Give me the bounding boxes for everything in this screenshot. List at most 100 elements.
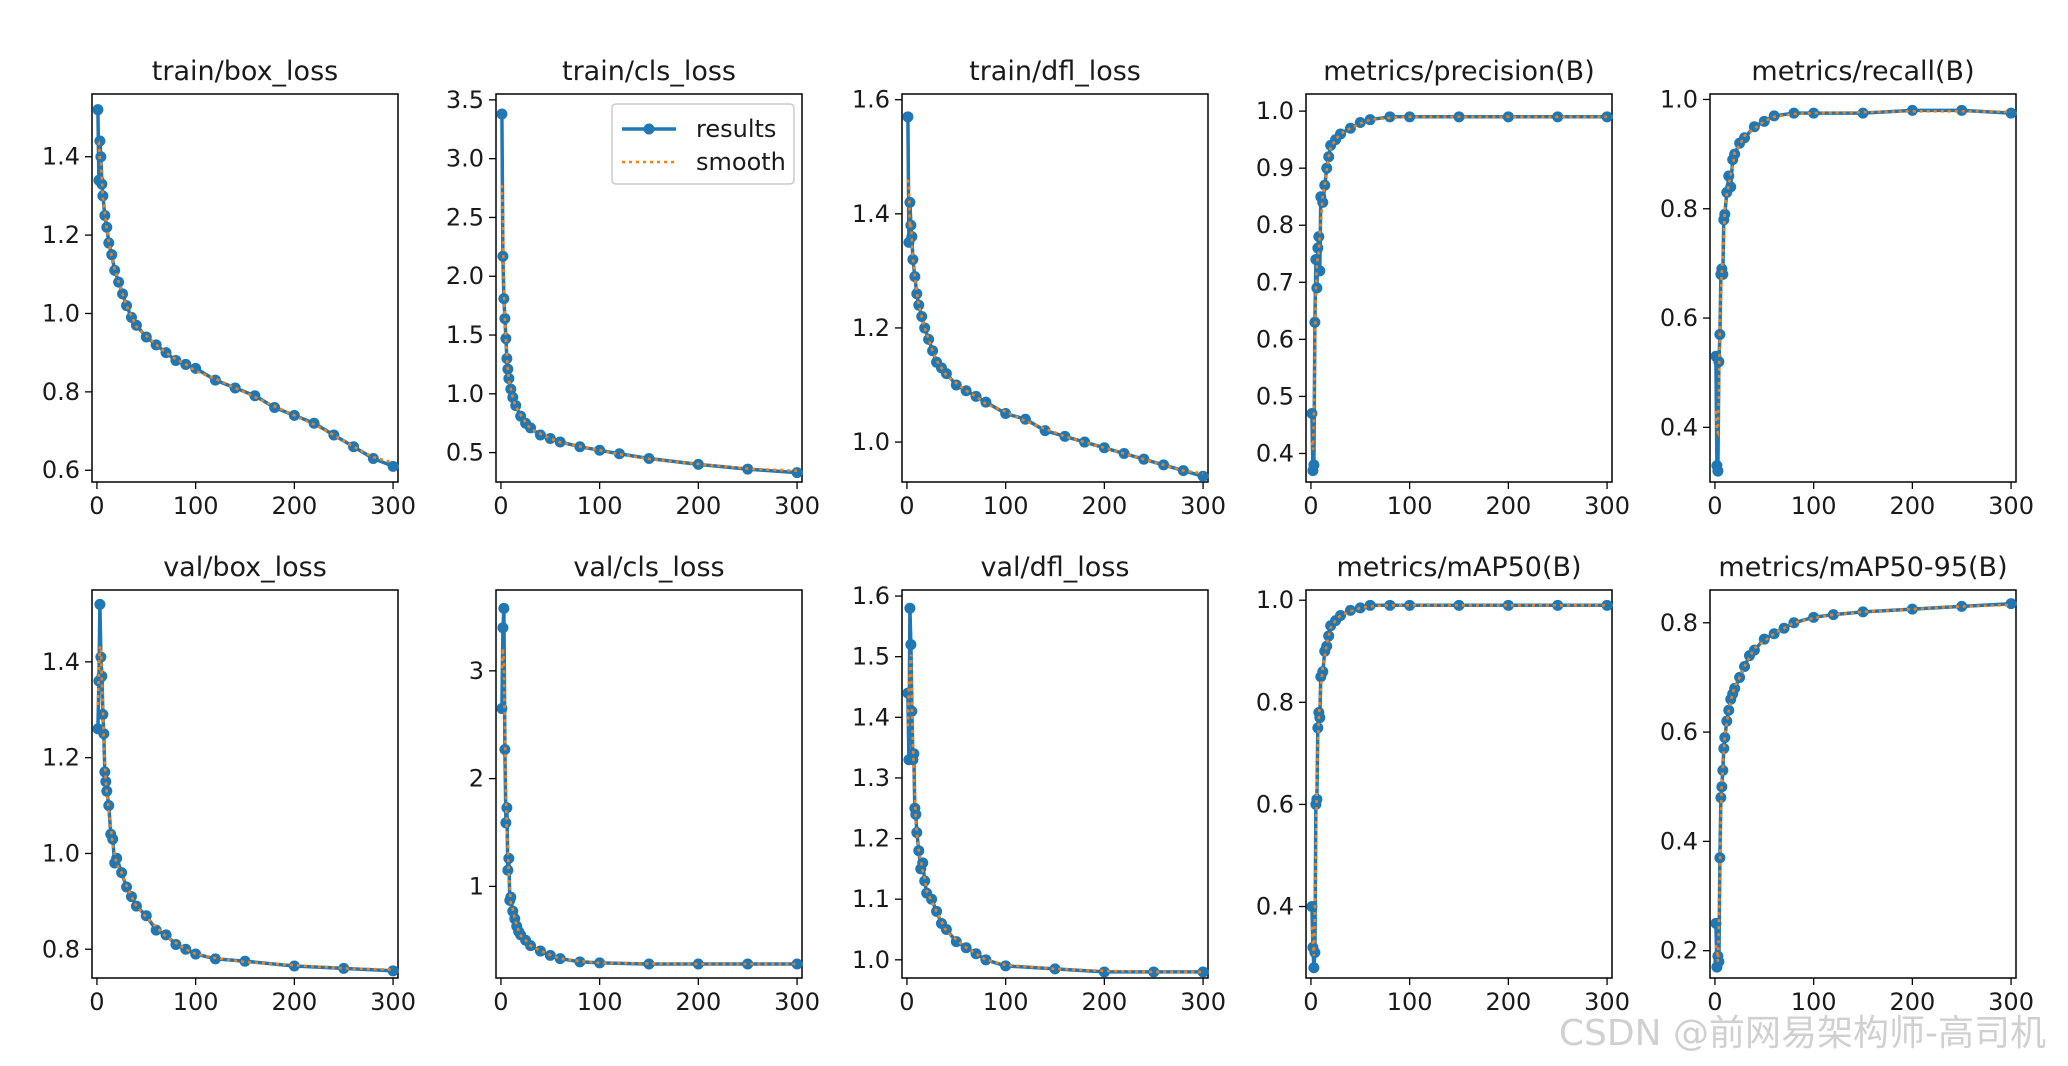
x-tick-label: 100 <box>983 988 1029 1016</box>
results-point <box>510 400 522 412</box>
x-tick-label: 0 <box>1303 988 1318 1016</box>
y-tick-label: 0.6 <box>1256 790 1294 818</box>
results-series-line <box>1714 601 2012 969</box>
subplot-val-box-loss: val/box_loss 0 100 200 300 0.8 1.0 1.2 1.4 <box>42 552 416 1016</box>
results-point <box>1956 104 1968 116</box>
y-tick-label: 3.5 <box>446 86 484 114</box>
results-point <box>500 817 512 829</box>
results-point <box>1906 104 1918 116</box>
results-point <box>613 448 625 460</box>
results-point <box>1059 430 1071 442</box>
results-point <box>239 955 251 967</box>
results-point <box>917 857 929 869</box>
results-point <box>1321 640 1333 652</box>
results-point <box>1857 606 1869 618</box>
y-tick-label: 0.4 <box>1256 439 1294 467</box>
results-point <box>909 271 921 283</box>
results-point <box>2005 107 2017 119</box>
results-point <box>1308 459 1320 471</box>
results-point <box>904 602 916 614</box>
results-point <box>328 429 340 441</box>
axes-frame <box>1305 93 1613 483</box>
results-point <box>387 965 399 977</box>
x-tick-label: 200 <box>1889 988 1935 1016</box>
subplot-train-dfl-loss: train/dfl_loss 0 100 200 300 1.0 1.2 1.4 1.6 <box>852 56 1226 520</box>
plot-title: metrics/recall(B) <box>1751 56 1974 87</box>
results-point <box>1098 442 1110 454</box>
results-point <box>1197 470 1209 482</box>
results-point <box>348 441 360 453</box>
x-tick-label: 200 <box>271 988 317 1016</box>
results-point <box>497 622 509 634</box>
results-point <box>99 209 111 221</box>
x-tick-label: 100 <box>1791 988 1837 1016</box>
results-point <box>92 104 104 116</box>
results-point <box>501 353 513 365</box>
results-point <box>1312 242 1324 254</box>
results-point <box>919 875 931 887</box>
y-tick-label: 1.0 <box>1256 97 1294 125</box>
results-point <box>544 432 556 444</box>
results-series-line <box>1310 603 1608 970</box>
x-tick-label: 300 <box>370 492 416 520</box>
results-point <box>1309 946 1321 958</box>
results-point <box>503 852 515 864</box>
subplot-val-cls-loss: val/cls_loss 0 100 200 300 1 2 3 <box>469 552 820 1016</box>
axes-frame <box>901 93 1209 483</box>
smooth-series-line <box>1310 603 1608 956</box>
x-tick-label: 100 <box>1791 492 1837 520</box>
y-tick-label: 0.4 <box>1660 827 1698 855</box>
plot-title: val/box_loss <box>163 552 327 583</box>
y-tick-label: 1.4 <box>852 200 890 228</box>
axes-frame <box>1709 93 2017 483</box>
x-tick-label: 0 <box>89 492 104 520</box>
results-point <box>1758 115 1770 127</box>
results-point <box>913 299 925 311</box>
y-tick-label: 2.0 <box>446 262 484 290</box>
results-point <box>1906 603 1918 615</box>
results-point <box>1715 792 1727 804</box>
subplot-metrics-recall-b-: metrics/recall(B) 0 100 200 300 0.4 0.6 0.8 1.0 <box>1660 56 2034 520</box>
results-point <box>919 322 931 334</box>
legend-smooth-label: smooth <box>696 148 786 176</box>
x-tick-label: 200 <box>1485 988 1531 1016</box>
y-tick-label: 2 <box>469 765 484 793</box>
results-point <box>1725 181 1737 193</box>
x-tick-label: 300 <box>1180 988 1226 1016</box>
results-point <box>1310 253 1322 265</box>
results-point <box>911 288 923 300</box>
results-series-line <box>1714 108 2012 473</box>
y-tick-label: 1.0 <box>1256 586 1294 614</box>
results-point <box>1601 599 1613 611</box>
results-point <box>1098 966 1110 978</box>
x-tick-label: 0 <box>493 988 508 1016</box>
x-tick-label: 0 <box>1303 492 1318 520</box>
results-point <box>503 373 515 385</box>
x-tick-label: 300 <box>370 988 416 1016</box>
x-tick-label: 100 <box>983 492 1029 520</box>
y-tick-label: 1.0 <box>1660 85 1698 113</box>
subplot-val-dfl-loss: val/dfl_loss 0 100 200 300 1.0 1.1 1.2 1.3 1.4 1.5… <box>852 552 1226 1016</box>
y-tick-label: 1.6 <box>852 582 890 610</box>
smooth-series-line <box>906 654 1204 974</box>
subplot-metrics-map50-b-: metrics/mAP50(B) 0 100 200 300 0.4 0.6 0.8 1.0 <box>1256 552 1630 1016</box>
y-tick-label: 0.7 <box>1256 268 1294 296</box>
y-tick-label: 0.6 <box>1660 304 1698 332</box>
smooth-series-line <box>1714 110 2012 438</box>
results-point <box>2005 598 2017 610</box>
y-tick-label: 1.3 <box>852 764 890 792</box>
results-point <box>1768 628 1780 640</box>
y-tick-label: 0.9 <box>1256 154 1294 182</box>
axes-frame <box>1709 589 2017 979</box>
watermark: CSDN @前网易架构师-高司机 <box>1558 1013 2046 1054</box>
results-point <box>99 766 111 778</box>
results-point <box>125 891 137 903</box>
y-tick-label: 1.5 <box>852 643 890 671</box>
results-point <box>1118 447 1130 459</box>
results-point <box>1384 599 1396 611</box>
results-point <box>1019 413 1031 425</box>
results-point <box>791 958 803 970</box>
results-point <box>229 382 241 394</box>
y-tick-label: 0.8 <box>1256 211 1294 239</box>
plot-title: metrics/mAP50(B) <box>1336 552 1581 583</box>
